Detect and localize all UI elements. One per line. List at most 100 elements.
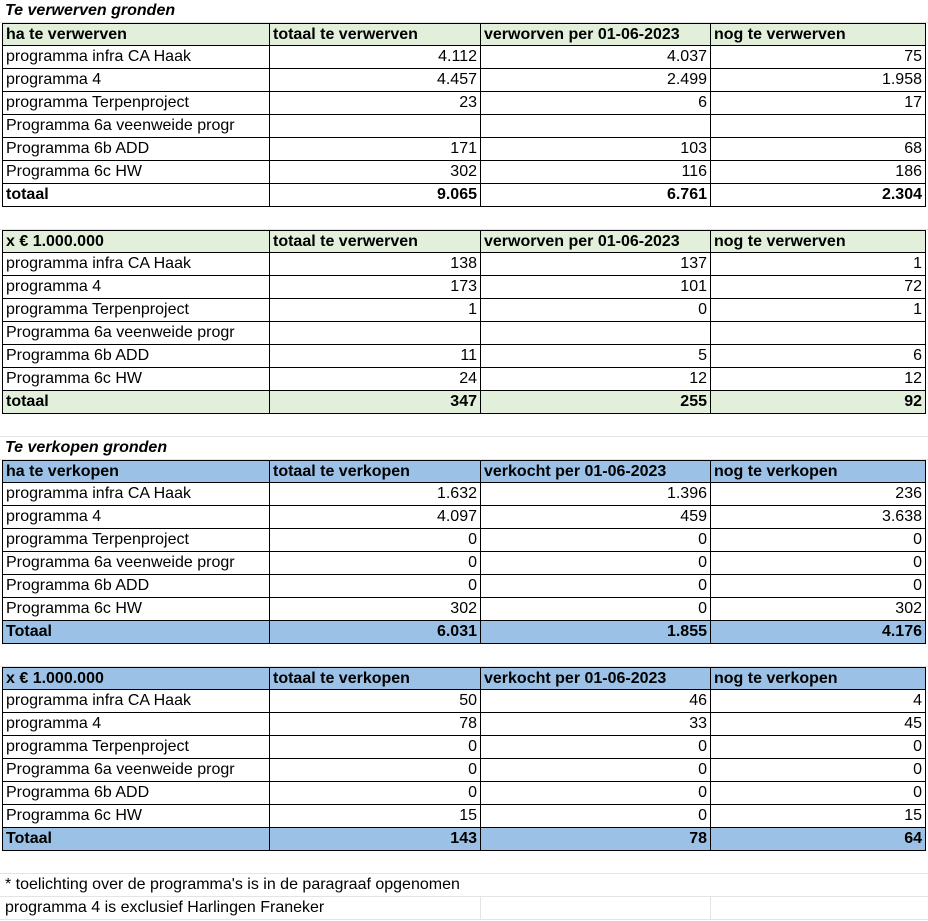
section-title-verwerven[interactable]: Te verwerven gronden: [5, 2, 176, 19]
value-cell[interactable]: [270, 115, 481, 138]
value-cell[interactable]: 173: [270, 276, 481, 299]
value-cell[interactable]: [711, 322, 926, 345]
row-label-cell[interactable]: Programma 6b ADD: [2, 575, 270, 598]
total-value-cell[interactable]: 92: [711, 391, 926, 414]
value-cell[interactable]: 4.112: [270, 46, 481, 69]
row-label-cell[interactable]: programma 4: [2, 506, 270, 529]
header-cell[interactable]: verkocht per 01-06-2023: [481, 460, 711, 483]
value-cell[interactable]: 138: [270, 253, 481, 276]
header-cell[interactable]: ha te verwerven: [2, 23, 270, 46]
value-cell[interactable]: 1: [711, 299, 926, 322]
header-cell[interactable]: nog te verkopen: [711, 460, 926, 483]
row-label-cell[interactable]: programma Terpenproject: [2, 736, 270, 759]
total-value-cell[interactable]: 6.031: [270, 621, 481, 644]
value-cell[interactable]: 6: [711, 345, 926, 368]
value-cell[interactable]: 3.638: [711, 506, 926, 529]
value-cell[interactable]: 4.037: [481, 46, 711, 69]
header-cell[interactable]: totaal te verwerven: [270, 230, 481, 253]
header-cell[interactable]: ha te verkopen: [2, 460, 270, 483]
value-cell[interactable]: 0: [270, 529, 481, 552]
note-text[interactable]: * toelichting over de programma's is in …: [5, 876, 460, 893]
value-cell[interactable]: 15: [711, 805, 926, 828]
value-cell[interactable]: 171: [270, 138, 481, 161]
header-cell[interactable]: nog te verwerven: [711, 230, 926, 253]
value-cell[interactable]: 12: [711, 368, 926, 391]
value-cell[interactable]: 0: [711, 552, 926, 575]
row-label-cell[interactable]: programma infra CA Haak: [2, 46, 270, 69]
value-cell[interactable]: 78: [270, 713, 481, 736]
total-value-cell[interactable]: 255: [481, 391, 711, 414]
value-cell[interactable]: 0: [481, 299, 711, 322]
row-label-cell[interactable]: programma 4: [2, 276, 270, 299]
row-label-cell[interactable]: programma Terpenproject: [2, 299, 270, 322]
value-cell[interactable]: 0: [711, 736, 926, 759]
row-label-cell[interactable]: programma 4: [2, 69, 270, 92]
row-label-cell[interactable]: programma 4: [2, 713, 270, 736]
value-cell[interactable]: 302: [711, 598, 926, 621]
value-cell[interactable]: 302: [270, 598, 481, 621]
row-label-cell[interactable]: Programma 6a veenweide progr: [2, 552, 270, 575]
value-cell[interactable]: 11: [270, 345, 481, 368]
header-cell[interactable]: nog te verkopen: [711, 667, 926, 690]
header-cell[interactable]: x € 1.000.000: [2, 667, 270, 690]
value-cell[interactable]: 0: [481, 552, 711, 575]
value-cell[interactable]: 236: [711, 483, 926, 506]
row-label-cell[interactable]: Programma 6a veenweide progr: [2, 115, 270, 138]
value-cell[interactable]: 4: [711, 690, 926, 713]
value-cell[interactable]: 0: [481, 805, 711, 828]
value-cell[interactable]: 17: [711, 92, 926, 115]
value-cell[interactable]: 15: [270, 805, 481, 828]
row-label-cell[interactable]: programma Terpenproject: [2, 529, 270, 552]
total-label-cell[interactable]: totaal: [2, 184, 270, 207]
value-cell[interactable]: 46: [481, 690, 711, 713]
value-cell[interactable]: [481, 115, 711, 138]
value-cell[interactable]: 4.097: [270, 506, 481, 529]
total-value-cell[interactable]: 1.855: [481, 621, 711, 644]
value-cell[interactable]: [711, 115, 926, 138]
value-cell[interactable]: 1.632: [270, 483, 481, 506]
value-cell[interactable]: 75: [711, 46, 926, 69]
value-cell[interactable]: 33: [481, 713, 711, 736]
total-value-cell[interactable]: 143: [270, 828, 481, 851]
value-cell[interactable]: 12: [481, 368, 711, 391]
value-cell[interactable]: 68: [711, 138, 926, 161]
value-cell[interactable]: [270, 322, 481, 345]
value-cell[interactable]: 0: [481, 782, 711, 805]
value-cell[interactable]: 0: [481, 759, 711, 782]
header-cell[interactable]: verworven per 01-06-2023: [481, 23, 711, 46]
row-label-cell[interactable]: Programma 6b ADD: [2, 345, 270, 368]
value-cell[interactable]: 0: [270, 736, 481, 759]
row-label-cell[interactable]: Programma 6b ADD: [2, 782, 270, 805]
row-label-cell[interactable]: programma infra CA Haak: [2, 253, 270, 276]
row-label-cell[interactable]: Programma 6c HW: [2, 805, 270, 828]
row-label-cell[interactable]: Programma 6c HW: [2, 368, 270, 391]
row-label-cell[interactable]: Programma 6a veenweide progr: [2, 759, 270, 782]
value-cell[interactable]: 0: [270, 782, 481, 805]
row-label-cell[interactable]: Programma 6c HW: [2, 598, 270, 621]
value-cell[interactable]: 0: [711, 529, 926, 552]
value-cell[interactable]: 459: [481, 506, 711, 529]
total-label-cell[interactable]: Totaal: [2, 828, 270, 851]
value-cell[interactable]: 45: [711, 713, 926, 736]
row-label-cell[interactable]: programma infra CA Haak: [2, 483, 270, 506]
value-cell[interactable]: 0: [711, 782, 926, 805]
total-value-cell[interactable]: 347: [270, 391, 481, 414]
row-label-cell[interactable]: programma Terpenproject: [2, 92, 270, 115]
total-label-cell[interactable]: totaal: [2, 391, 270, 414]
value-cell[interactable]: 101: [481, 276, 711, 299]
value-cell[interactable]: 50: [270, 690, 481, 713]
header-cell[interactable]: totaal te verwerven: [270, 23, 481, 46]
row-label-cell[interactable]: Programma 6a veenweide progr: [2, 322, 270, 345]
header-cell[interactable]: verworven per 01-06-2023: [481, 230, 711, 253]
value-cell[interactable]: 116: [481, 161, 711, 184]
value-cell[interactable]: 1.396: [481, 483, 711, 506]
value-cell[interactable]: 23: [270, 92, 481, 115]
value-cell[interactable]: 4.457: [270, 69, 481, 92]
value-cell[interactable]: 302: [270, 161, 481, 184]
value-cell[interactable]: 1.958: [711, 69, 926, 92]
value-cell[interactable]: [481, 322, 711, 345]
row-label-cell[interactable]: programma infra CA Haak: [2, 690, 270, 713]
value-cell[interactable]: 0: [270, 759, 481, 782]
header-cell[interactable]: verkocht per 01-06-2023: [481, 667, 711, 690]
value-cell[interactable]: 1: [711, 253, 926, 276]
